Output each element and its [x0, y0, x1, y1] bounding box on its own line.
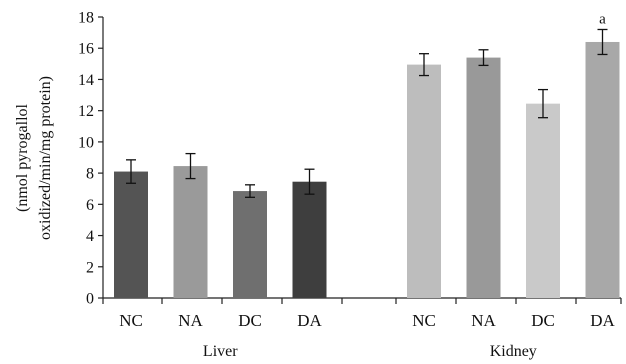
- category-label: NC: [412, 311, 436, 330]
- y-tick-label: 14: [78, 72, 94, 89]
- bar-kidney-nc: [407, 64, 441, 298]
- bar-liver-dc: [233, 191, 267, 298]
- y-tick-label: 10: [78, 134, 94, 151]
- group-label-liver: Liver: [203, 343, 238, 360]
- bar-liver-nc: [114, 171, 148, 298]
- y-axis-title-line-1: (nmol pyrogallol: [14, 103, 31, 212]
- bar-kidney-dc: [526, 103, 560, 299]
- y-tick-label: 6: [86, 197, 94, 214]
- category-label: NC: [119, 311, 143, 330]
- y-tick-label: 18: [78, 10, 94, 27]
- category-label: DC: [531, 311, 555, 330]
- y-tick-label: 4: [86, 228, 94, 245]
- bar-kidney-na: [466, 57, 501, 298]
- category-label: NA: [178, 311, 203, 330]
- y-tick-label: 16: [78, 41, 94, 58]
- bar-kidney-da: [585, 41, 620, 298]
- bar-liver-da: [292, 181, 327, 298]
- y-tick-label: 8: [86, 166, 94, 183]
- bar-liver-na: [173, 166, 208, 298]
- category-label: DC: [238, 311, 262, 330]
- y-tick-label: 12: [78, 103, 94, 120]
- y-tick-label: 0: [86, 291, 94, 308]
- y-axis-title: (nmol pyrogallol oxidized/min/mg protein…: [14, 76, 54, 240]
- category-labels: NC NA DC DA Liver NC NA DC DA Kidney: [119, 311, 615, 360]
- significance-annotation: a: [599, 11, 606, 27]
- y-axis-title-line-2: oxidized/min/mg protein): [37, 76, 54, 240]
- category-label: DA: [590, 311, 615, 330]
- group-label-kidney: Kidney: [490, 343, 537, 360]
- y-tick-label: 2: [86, 259, 94, 276]
- bars: a: [114, 11, 620, 299]
- category-label: NA: [471, 311, 496, 330]
- category-label: DA: [297, 311, 322, 330]
